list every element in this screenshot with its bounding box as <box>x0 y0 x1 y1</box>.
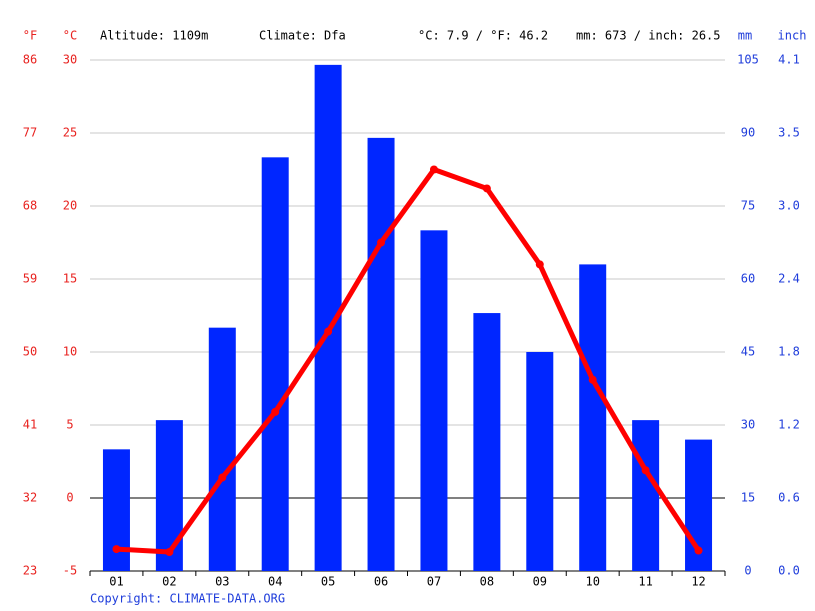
fahrenheit-tick-label: 59 <box>23 272 37 286</box>
y2-tick-label: 15 <box>741 491 755 505</box>
inch-tick-label: 0.0 <box>778 564 800 578</box>
y-tick-label: 10 <box>63 345 77 359</box>
celsius-label: °C <box>63 29 77 43</box>
x-tick-label: 04 <box>268 575 282 589</box>
x-tick-label: 08 <box>480 575 494 589</box>
copyright: Copyright: CLIMATE-DATA.ORG <box>90 592 285 606</box>
y-tick-label: 0 <box>66 491 73 505</box>
altitude: Altitude: 1109m <box>100 29 208 43</box>
x-tick-label: 11 <box>638 575 652 589</box>
y-tick-label: 20 <box>63 199 77 213</box>
y-tick-label: -5 <box>63 564 77 578</box>
bar <box>526 352 554 571</box>
temperature-point <box>535 260 544 269</box>
y2-tick-label: 45 <box>741 345 755 359</box>
climate: Climate: Dfa <box>259 29 346 43</box>
temperature-point <box>218 473 227 482</box>
x-tick-label: 02 <box>162 575 176 589</box>
bar <box>208 327 236 571</box>
x-tick-label: 06 <box>374 575 388 589</box>
y2-tick-label: 60 <box>741 272 755 286</box>
inch-tick-label: 0.6 <box>778 490 800 504</box>
total-precipitation: mm: 673 / inch: 26.5 <box>576 29 721 43</box>
x-tick-label: 07 <box>427 575 441 589</box>
temperature-point <box>271 407 280 416</box>
y-tick-label: 15 <box>63 272 77 286</box>
bar <box>367 137 395 571</box>
fahrenheit-tick-label: 41 <box>23 418 37 432</box>
y-tick-label: 5 <box>66 418 73 432</box>
inch-tick-label: 1.8 <box>778 344 800 358</box>
inch-tick-label: 3.0 <box>778 198 800 212</box>
temperature-point <box>112 545 121 554</box>
temperature-point <box>165 548 174 557</box>
mm-label: mm <box>738 29 752 43</box>
bar <box>261 157 289 572</box>
y2-tick-label: 0 <box>744 564 751 578</box>
y-tick-label: 30 <box>63 53 77 67</box>
fahrenheit-tick-label: 50 <box>23 345 37 359</box>
fahrenheit-tick-label: 77 <box>23 126 37 140</box>
bar <box>579 264 607 571</box>
x-tick-label: 09 <box>533 575 547 589</box>
bar <box>473 313 501 571</box>
temperature-point <box>588 375 597 384</box>
fahrenheit-tick-label: 32 <box>23 491 37 505</box>
x-tick-label: 01 <box>109 575 123 589</box>
fahrenheit-tick-label: 86 <box>23 53 37 67</box>
y2-tick-label: 105 <box>737 53 759 67</box>
temperature-point <box>641 466 650 475</box>
mean-temperature: °C: 7.9 / °F: 46.2 <box>418 29 548 43</box>
inch-tick-label: 3.5 <box>778 126 800 140</box>
temperature-point <box>429 165 438 174</box>
temperature-point <box>482 184 491 193</box>
x-tick-label: 10 <box>585 575 599 589</box>
temperature-point <box>694 546 703 555</box>
bar <box>420 230 448 572</box>
temperature-point <box>377 238 386 247</box>
temperature-line <box>116 167 701 555</box>
fahrenheit-tick-label: 23 <box>23 564 37 578</box>
y2-tick-label: 30 <box>741 418 755 432</box>
bar <box>155 420 183 571</box>
x-tick-label: 03 <box>215 575 229 589</box>
inch-label: inch <box>778 29 807 43</box>
temperature-point <box>324 327 333 336</box>
inch-tick-label: 2.4 <box>778 272 800 286</box>
fahrenheit-label: °F <box>23 29 37 43</box>
inch-tick-label: 4.1 <box>778 53 800 67</box>
inch-tick-label: 1.2 <box>778 418 800 432</box>
x-tick-label: 12 <box>691 575 705 589</box>
y-tick-label: 25 <box>63 126 77 140</box>
y2-tick-label: 90 <box>741 126 755 140</box>
fahrenheit-tick-label: 68 <box>23 199 37 213</box>
bar <box>632 420 660 571</box>
x-tick-label: 05 <box>321 575 335 589</box>
y2-tick-label: 75 <box>741 199 755 213</box>
